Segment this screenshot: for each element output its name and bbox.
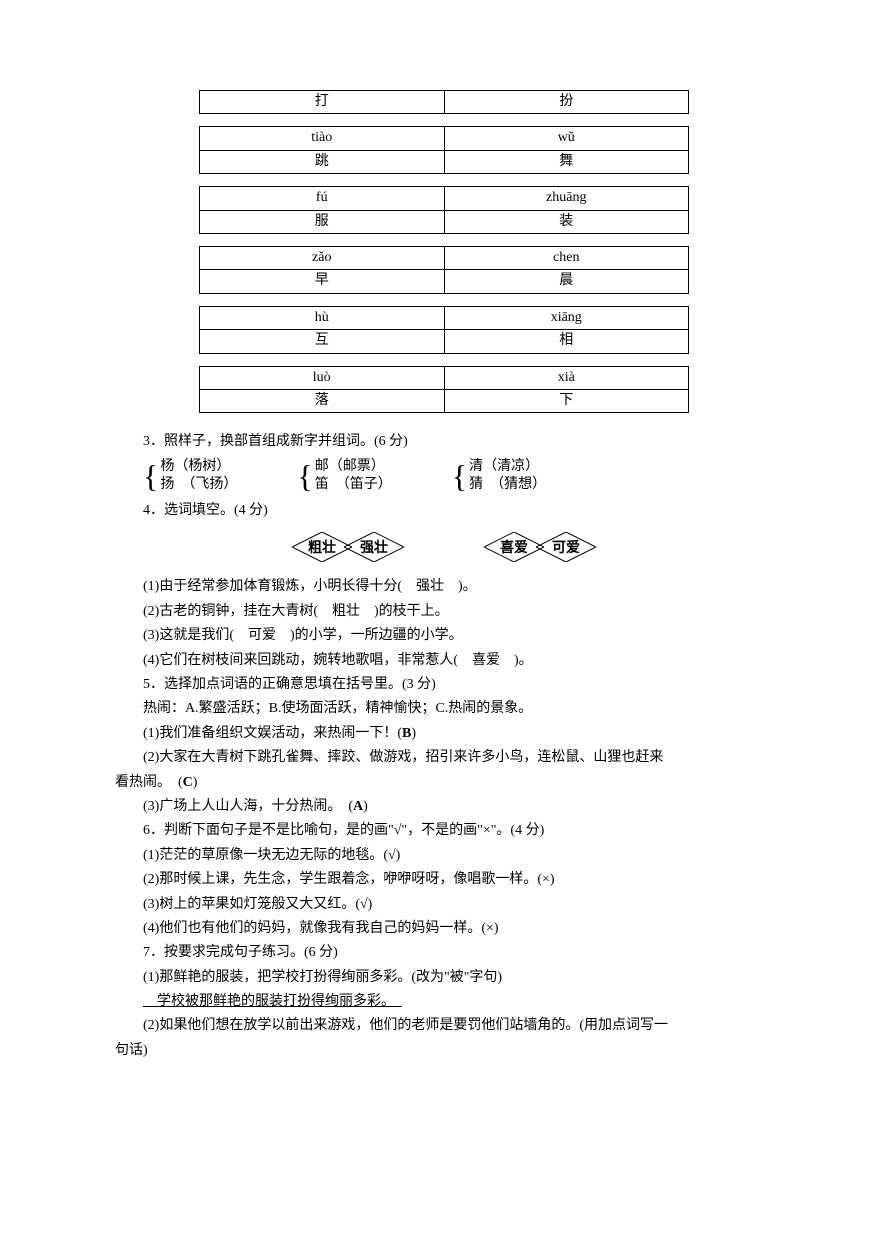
q3-group-1: { 杨（杨树） 扬 （飞扬） — [143, 458, 237, 494]
q5-item-1: (1)我们准备组织文娱活动，来热闹一下！(B) — [115, 723, 773, 745]
answer: B — [402, 726, 411, 741]
diamonds-row: 粗壮 强壮 喜爱 可爱 — [115, 532, 773, 562]
cell: 打 — [200, 91, 445, 114]
q7-answer-1: 学校被那鲜艳的服装打扮得绚丽多彩。 — [115, 991, 773, 1013]
q6-title: 6．判断下面句子是不是比喻句，是的画"√"，不是的画"×"。(4 分) — [115, 820, 773, 842]
cell: luò — [200, 366, 445, 389]
cell: 跳 — [200, 150, 445, 173]
cell: 相 — [444, 330, 689, 353]
q5-item-2b: 看热闹。 (C) — [115, 772, 773, 794]
brace-icon: { — [452, 460, 467, 492]
cell: 落 — [200, 389, 445, 412]
q5-item-2a: (2)大家在大青树下跳孔雀舞、摔跤、做游戏，招引来许多小鸟，连松鼠、山狸也赶来 — [115, 747, 773, 769]
q6-item: (3)树上的苹果如灯笼般又大又红。(√) — [115, 894, 773, 916]
diamond: 喜爱 — [484, 532, 544, 562]
text: ) — [411, 726, 416, 741]
diamond-text: 喜爱 — [500, 536, 528, 558]
pinyin-table-0: 打扮 — [199, 90, 689, 114]
q5-defs: 热闹：A.繁盛活跃；B.使场面活跃，精神愉快；C.热闹的景象。 — [115, 698, 773, 720]
q3-line: 扬 （飞扬） — [160, 476, 237, 494]
cell: hù — [200, 306, 445, 329]
diamond-text: 粗壮 — [308, 536, 336, 558]
q5-title: 5．选择加点词语的正确意思填在括号里。(3 分) — [115, 674, 773, 696]
text: 看热闹。 ( — [115, 775, 183, 790]
q4-item: (2)古老的铜钟，挂在大青树( 粗壮 )的枝干上。 — [115, 601, 773, 623]
q7-item-2a: (2)如果他们想在放学以前出来游戏，他们的老师是要罚他们站墙角的。(用加点词写一 — [115, 1015, 773, 1037]
diamond: 粗壮 — [292, 532, 352, 562]
pinyin-table-5: luòxià 落下 — [199, 366, 689, 414]
text: ) — [193, 775, 198, 790]
pinyin-table-3: zǎochen 早晨 — [199, 246, 689, 294]
q6-item: (4)他们也有他们的妈妈，就像我有我自己的妈妈一样。(×) — [115, 918, 773, 940]
q3-group-2: { 邮（邮票） 笛 （笛子） — [297, 458, 391, 494]
diamond-text: 可爱 — [552, 536, 580, 558]
q6-item: (2)那时候上课，先生念，学生跟着念，咿咿呀呀，像唱歌一样。(×) — [115, 869, 773, 891]
diamond-pair-1: 粗壮 强壮 — [292, 532, 404, 562]
q4-item: (4)它们在树枝间来回跳动，婉转地歌唱，非常惹人( 喜爱 )。 — [115, 650, 773, 672]
brace-icon: { — [143, 460, 158, 492]
pinyin-table-4: hùxiāng 互相 — [199, 306, 689, 354]
cell: xiāng — [444, 306, 689, 329]
q7-item-2b: 句话) — [115, 1040, 773, 1062]
q4-item: (3)这就是我们( 可爱 )的小学，一所边疆的小学。 — [115, 625, 773, 647]
q3-groups: { 杨（杨树） 扬 （飞扬） { 邮（邮票） 笛 （笛子） { 清（清凉） 猜 … — [143, 458, 773, 494]
cell: 晨 — [444, 270, 689, 293]
cell: tiào — [200, 127, 445, 150]
pinyin-table-1: tiàowǔ 跳舞 — [199, 126, 689, 174]
pinyin-tables: 打扮 tiàowǔ 跳舞 fúzhuāng 服装 zǎochen 早晨 hùxi… — [115, 90, 773, 413]
cell: 互 — [200, 330, 445, 353]
q3-line: 杨（杨树） — [160, 458, 237, 476]
q7-title: 7．按要求完成句子练习。(6 分) — [115, 942, 773, 964]
q3-line: 猜 （猜想） — [469, 476, 546, 494]
text: (1)我们准备组织文娱活动，来热闹一下！( — [143, 726, 402, 741]
q3-title: 3．照样子，换部首组成新字并组词。(6 分) — [115, 431, 773, 453]
q4-item: (1)由于经常参加体育锻炼，小明长得十分( 强壮 )。 — [115, 576, 773, 598]
cell: zǎo — [200, 246, 445, 269]
answer: A — [353, 799, 363, 814]
cell: wǔ — [444, 127, 689, 150]
cell: 服 — [200, 210, 445, 233]
cell: fú — [200, 187, 445, 210]
cell: 舞 — [444, 150, 689, 173]
diamond: 强壮 — [344, 532, 404, 562]
pinyin-table-2: fúzhuāng 服装 — [199, 186, 689, 234]
diamond-text: 强壮 — [360, 536, 388, 558]
diamond: 可爱 — [536, 532, 596, 562]
text: ) — [363, 799, 368, 814]
cell: 早 — [200, 270, 445, 293]
q3-group-3: { 清（清凉） 猜 （猜想） — [452, 458, 546, 494]
q5-item-3: (3)广场上人山人海，十分热闹。 (A) — [115, 796, 773, 818]
cell: chen — [444, 246, 689, 269]
q3-line: 清（清凉） — [469, 458, 546, 476]
text: (3)广场上人山人海，十分热闹。 ( — [143, 799, 353, 814]
answer: C — [183, 775, 193, 790]
q6-item: (1)茫茫的草原像一块无边无际的地毯。(√) — [115, 845, 773, 867]
q3-line: 笛 （笛子） — [315, 476, 392, 494]
cell: zhuāng — [444, 187, 689, 210]
cell: xià — [444, 366, 689, 389]
diamond-pair-2: 喜爱 可爱 — [484, 532, 596, 562]
cell: 下 — [444, 389, 689, 412]
q7-item-1: (1)那鲜艳的服装，把学校打扮得绚丽多彩。(改为"被"字句) — [115, 967, 773, 989]
underlined-answer: 学校被那鲜艳的服装打扮得绚丽多彩。 — [143, 994, 402, 1009]
q3-line: 邮（邮票） — [315, 458, 392, 476]
cell: 装 — [444, 210, 689, 233]
q4-title: 4．选词填空。(4 分) — [115, 500, 773, 522]
brace-icon: { — [297, 460, 312, 492]
cell: 扮 — [444, 91, 689, 114]
